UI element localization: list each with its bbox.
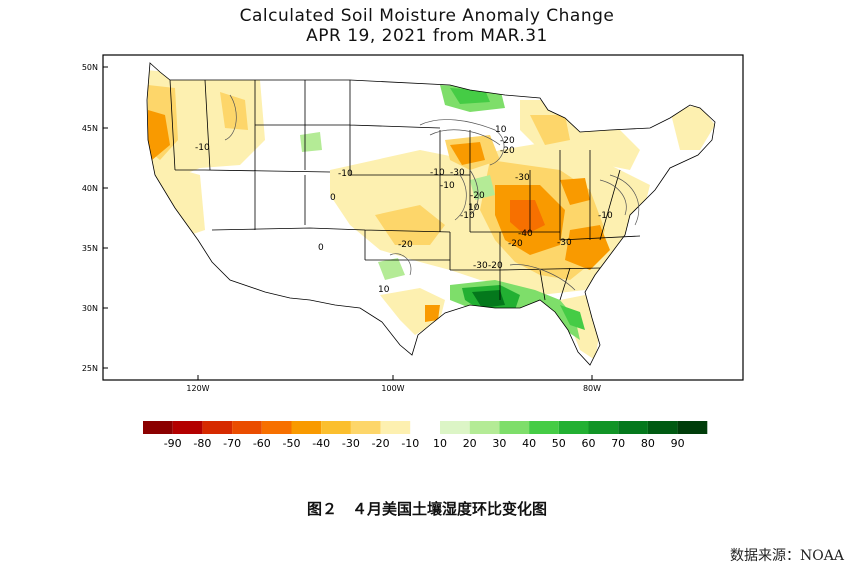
legend-label: -80 xyxy=(193,437,211,450)
legend-label: -10 xyxy=(401,437,419,450)
contour-label: -20 xyxy=(398,240,413,250)
field-oregon-core xyxy=(148,110,170,160)
contour-label: -30 xyxy=(557,238,572,248)
legend-label: 70 xyxy=(611,437,625,450)
field-nebraska-wet xyxy=(470,175,495,200)
legend-color-bar xyxy=(143,421,708,434)
contour-label-group: -10 -10 -10 -30 -20 -20 -20 -30 -30 -10 … xyxy=(195,125,613,295)
data-source: 数据来源：NOAA xyxy=(730,548,844,564)
legend-label: -20 xyxy=(372,437,390,450)
field-kansas-dry xyxy=(375,205,445,245)
legend-label: 40 xyxy=(522,437,536,450)
legend-swatch xyxy=(677,421,708,434)
contour-label: -30 xyxy=(515,173,530,183)
legend-label: 20 xyxy=(463,437,477,450)
legend-swatch xyxy=(529,421,559,434)
lon-label-120w: 120W xyxy=(186,384,209,393)
field-oklahoma-wet xyxy=(378,258,405,280)
legend-swatch xyxy=(588,421,619,434)
legend-label: 80 xyxy=(641,437,655,450)
field-west-coast-dry xyxy=(147,160,205,235)
legend-swatch xyxy=(321,421,351,434)
contour-label: -20 xyxy=(500,146,515,156)
anomaly-fields xyxy=(147,70,715,360)
legend-swatch xyxy=(380,421,411,434)
lat-label-25n: 25N xyxy=(82,364,98,373)
map-subtitle: APR 19, 2021 from MAR.31 xyxy=(306,26,548,46)
legend-label: -60 xyxy=(253,437,271,450)
field-iowa-core xyxy=(450,142,485,165)
legend-label: 60 xyxy=(582,437,596,450)
legend-label: -50 xyxy=(283,437,301,450)
figure-caption: 图２ ４月美国土壤湿度环比变化图 xyxy=(306,500,547,518)
contour-label: -10 xyxy=(440,181,455,191)
legend-swatch xyxy=(440,421,470,434)
legend-label: -90 xyxy=(164,437,182,450)
contour-label: -10 xyxy=(460,211,475,221)
contour-label: 10 xyxy=(495,125,507,135)
legend-label: 30 xyxy=(492,437,506,450)
field-missouri-deep xyxy=(510,200,545,235)
field-montana-wet xyxy=(300,132,322,152)
legend-swatch xyxy=(469,421,500,434)
legend-label: -70 xyxy=(223,437,241,450)
legend-swatch xyxy=(202,421,233,434)
legend-swatch xyxy=(410,421,440,434)
contour-label: -20 xyxy=(488,261,503,271)
legend-swatch xyxy=(350,421,381,434)
field-gulf-wet-deepest xyxy=(472,290,505,308)
field-minnesota-wet-core xyxy=(450,88,490,104)
legend-swatch xyxy=(261,421,292,434)
lat-label-50n: 50N xyxy=(82,63,98,72)
legend-labels: -90 -80 -70 -60 -50 -40 -30 -20 -10 10 20 30 40 50 60 7… xyxy=(164,437,685,450)
contour-label: 0 xyxy=(318,243,324,253)
contour-label: -10 xyxy=(598,211,613,221)
legend-label: -30 xyxy=(342,437,360,450)
contour-label: -10 xyxy=(430,168,445,178)
field-texas-core xyxy=(425,305,440,322)
legend-label: 50 xyxy=(552,437,566,450)
lat-label-35n: 35N xyxy=(82,244,98,253)
field-ohio-core xyxy=(560,178,590,205)
legend-swatch xyxy=(647,421,678,434)
lat-label-40n: 40N xyxy=(82,184,98,193)
contour-label: -20 xyxy=(508,239,523,249)
state-borders xyxy=(146,62,716,366)
contour-label: -10 xyxy=(338,169,353,179)
contour-label: -20 xyxy=(500,136,515,146)
legend-label: 10 xyxy=(433,437,447,450)
soil-moisture-map: -10 -10 -10 -30 -20 -20 -20 -30 -30 -10 … xyxy=(82,54,744,450)
contour-label: -10 xyxy=(195,143,210,153)
field-carolina-core xyxy=(565,225,610,270)
map-title: Calculated Soil Moisture Anomaly Change xyxy=(239,6,615,26)
contour-label: -20 xyxy=(470,191,485,201)
legend-label: 90 xyxy=(671,437,685,450)
legend-swatch xyxy=(291,421,322,434)
field-florida-wet xyxy=(560,305,585,330)
legend-swatch xyxy=(499,421,530,434)
legend-swatch xyxy=(558,421,589,434)
contour-label: 10 xyxy=(468,203,480,213)
legend-swatch xyxy=(232,421,262,434)
legend-swatch xyxy=(172,421,203,434)
lat-label-45n: 45N xyxy=(82,124,98,133)
field-texas-dry xyxy=(380,288,445,335)
contour-label: -30 xyxy=(473,261,488,271)
legend-swatch xyxy=(143,421,173,434)
contour-label: 10 xyxy=(378,285,390,295)
legend-label: -40 xyxy=(312,437,330,450)
lon-label-100w: 100W xyxy=(381,384,404,393)
field-michigan-dry xyxy=(530,115,570,145)
lon-label-80w: 80W xyxy=(583,384,601,393)
contour-label: -40 xyxy=(518,229,533,239)
contour-label: 0 xyxy=(330,193,336,203)
field-idaho-dry xyxy=(220,92,248,130)
contour-label: -30 xyxy=(450,168,465,178)
legend-swatch xyxy=(618,421,648,434)
field-newengland-dry xyxy=(670,105,715,150)
lat-label-30n: 30N xyxy=(82,304,98,313)
